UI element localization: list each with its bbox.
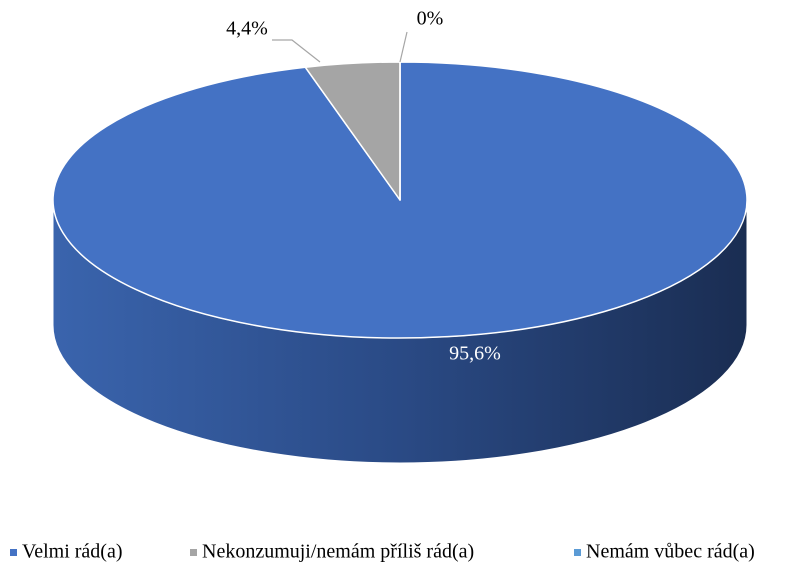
data-label: 95,6% <box>449 343 501 365</box>
legend-swatch <box>574 549 581 556</box>
legend-label: Nemám vůbec rád(a) <box>586 541 755 563</box>
data-label: 4,4% <box>226 18 268 40</box>
data-label: 0% <box>417 8 444 30</box>
leader-line <box>399 31 408 63</box>
legend-label: Velmi rád(a) <box>22 541 123 563</box>
legend-swatch <box>10 549 17 556</box>
legend-swatch <box>190 549 197 556</box>
leader-line <box>272 39 321 63</box>
legend-label: Nekonzumuji/nemám příliš rád(a) <box>202 541 474 563</box>
